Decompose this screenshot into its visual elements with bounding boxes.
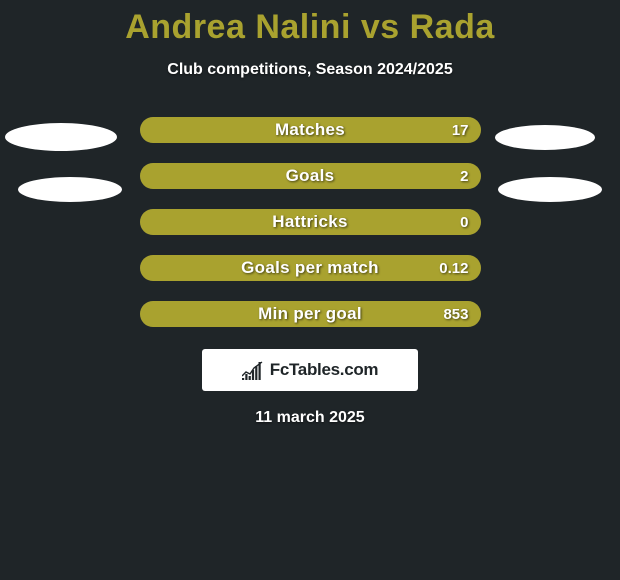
stat-row: Min per goal 853 [140,301,481,327]
ellipse-right-1 [495,125,595,150]
stat-row: Goals per match 0.12 [140,255,481,281]
stat-label: Hattricks [140,209,481,235]
stat-value: 2 [460,163,468,189]
logo-bar [248,376,250,380]
logo-bar [245,374,247,380]
logo-bar [242,378,244,380]
stat-value: 0.12 [439,255,468,281]
ellipse-right-2 [498,177,602,202]
stat-label: Min per goal [140,301,481,327]
stat-label: Goals per match [140,255,481,281]
stat-value: 853 [443,301,468,327]
ellipse-left-1 [5,123,117,151]
stat-value: 0 [460,209,468,235]
season-subtitle: Club competitions, Season 2024/2025 [167,61,452,79]
stat-label: Goals [140,163,481,189]
logo-bar [255,366,257,380]
comparison-title: Andrea Nalini vs Rada [125,8,495,47]
ellipse-left-2 [18,177,122,202]
stat-row: Hattricks 0 [140,209,481,235]
stat-value: 17 [452,117,469,143]
stat-row: Matches 17 [140,117,481,143]
fctables-logo[interactable]: FcTables.com [202,349,418,391]
stat-row: Goals 2 [140,163,481,189]
page-root: Andrea Nalini vs Rada Club competitions,… [0,0,620,580]
snapshot-date: 11 march 2025 [255,409,364,427]
fctables-logo-text: FcTables.com [270,360,379,380]
bar-chart-icon [242,360,264,380]
stat-label: Matches [140,117,481,143]
